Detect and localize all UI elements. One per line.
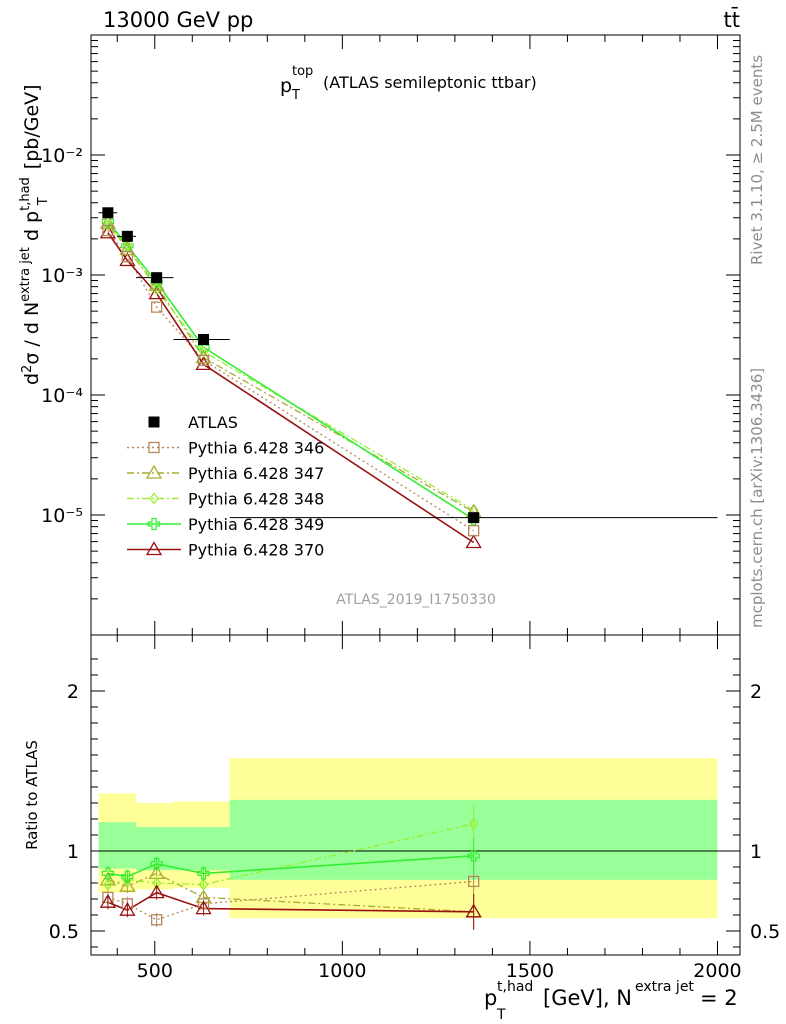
x-tick-label: 1000 (318, 960, 366, 982)
x-axis-label-sup2: extra jet (635, 979, 694, 995)
point-p346 (197, 354, 210, 366)
ratio-band-inner (117, 822, 137, 869)
point-p370 (148, 285, 165, 300)
point-p370 (195, 356, 212, 371)
ratio-y-tick-label-right: 2 (750, 681, 762, 703)
point-p348 (151, 283, 162, 296)
ratio-point-p348 (468, 817, 479, 830)
x-axis-label-sub: T (496, 1007, 506, 1023)
ratio-y-tick-label-left: 2 (67, 681, 79, 703)
ratio-point-p348 (198, 878, 209, 891)
point-atlas (102, 207, 114, 219)
point-p347 (99, 214, 117, 229)
point-p348 (198, 345, 209, 358)
point-p370 (99, 224, 117, 239)
x-axis-label-tail: = 2 (700, 986, 738, 1010)
mcplots-label: mcplots.cern.ch [arXiv:1306.3436] (748, 368, 766, 628)
series-line-p346 (107, 230, 474, 532)
x-axis-label-unit: [GeV], N (543, 986, 632, 1010)
point-atlas (121, 230, 133, 242)
main-title-sub: T (291, 88, 300, 103)
point-atlas (468, 512, 480, 524)
ratio-band-inner (136, 827, 174, 871)
legend-label-p349: Pythia 6.428 349 (188, 515, 324, 534)
point-p347 (148, 277, 165, 291)
legend-marker-p346 (148, 441, 160, 454)
legend-marker-atlas (148, 416, 160, 428)
point-p348 (122, 239, 133, 252)
ratio-panel: 0.5 0.5 1 1 2 2 500 1000 1500 2000 Ratio to ATLAS… (23, 634, 780, 1023)
analysis-id: ATLAS_2019_I1750330 (336, 592, 496, 608)
ratio-ticks: 0.5 0.5 1 1 2 2 500 1000 1500 2000 (49, 635, 780, 982)
point-p346 (151, 301, 163, 313)
legend-marker-p348 (149, 492, 159, 505)
ratio-point-p370 (99, 893, 117, 908)
ratio-line-p347 (107, 872, 474, 913)
ratio-point-p370 (148, 884, 165, 899)
legend: ATLAS Pythia 6.428 346 Pythia 6.428 347 Pyt… (127, 413, 324, 560)
main-ticks: 10⁻⁵ 10⁻⁴ 10⁻³ 10⁻² (41, 34, 740, 636)
ratio-point-p347 (119, 877, 136, 892)
main-marks (98, 207, 718, 549)
legend-marker-p347 (145, 464, 163, 479)
point-p370 (465, 534, 482, 549)
ratio-point-p349 (101, 867, 114, 880)
main-panel: 10⁻⁵ 10⁻⁴ 10⁻³ 10⁻² p top T (ATLAS semilept… (18, 34, 741, 636)
legend-label-atlas: ATLAS (188, 413, 238, 432)
ratio-frame (90, 634, 741, 956)
legend-label-p370: Pythia 6.428 370 (188, 541, 324, 560)
point-p346 (102, 224, 114, 237)
ratio-point-p348 (103, 878, 113, 891)
legend-label-p346: Pythia 6.428 346 (188, 439, 324, 458)
rivet-version-label: Rivet 3.1.10, ≥ 2.5M events (748, 55, 766, 265)
ratio-point-p370 (195, 900, 212, 915)
legend-label-p348: Pythia 6.428 348 (188, 490, 324, 509)
ratio-point-p349 (467, 849, 480, 862)
main-title: p (280, 75, 292, 97)
ratio-band-inner (173, 827, 230, 871)
main-y-tick-label: 10⁻³ (41, 265, 83, 287)
main-y-tick-label: 10⁻² (41, 145, 83, 167)
ratio-y-tick-label-left: 0.5 (49, 921, 79, 943)
energy-label: 13000 GeV pp (103, 8, 253, 32)
ratio-point-p349 (150, 857, 163, 870)
point-atlas (151, 272, 163, 284)
point-atlas (198, 334, 210, 346)
legend-marker-p349 (147, 517, 161, 531)
ratio-y-tick-label-right: 0.5 (750, 921, 780, 943)
legend-marker-p370 (145, 541, 163, 556)
x-axis-label-sup: t,had (497, 979, 533, 995)
ratio-point-p346 (151, 914, 163, 926)
ratio-y-tick-label-left: 1 (67, 841, 79, 863)
point-p370 (119, 252, 136, 267)
x-tick-label: 2000 (693, 960, 741, 982)
process-label: tt̄ (724, 7, 740, 32)
series-line-p348 (107, 224, 474, 511)
ratio-marks (99, 805, 482, 930)
point-p347 (195, 349, 212, 364)
ratio-point-p370 (465, 903, 482, 918)
ratio-band-inner (98, 822, 118, 869)
main-title-rest: (ATLAS semileptonic ttbar) (323, 73, 537, 92)
ratio-ylabel: Ratio to ATLAS (23, 740, 41, 850)
point-p347 (119, 241, 136, 256)
main-ylabel: d2σ / d Nextra jet d pt,had T [pb/GeV] (18, 84, 51, 385)
ratio-point-p346 (467, 875, 480, 888)
point-p348 (103, 219, 113, 232)
legend-label-p347: Pythia 6.428 347 (188, 464, 324, 483)
ratio-point-p349 (197, 867, 210, 880)
main-y-tick-label: 10⁻⁵ (41, 505, 83, 527)
x-tick-label: 500 (137, 960, 173, 982)
ratio-point-p349 (121, 870, 134, 883)
main-title-sup: top (292, 64, 313, 79)
x-axis-label: p (484, 986, 497, 1010)
ratio-bands (91, 758, 740, 919)
point-p346 (467, 525, 480, 537)
main-y-tick-label: 10⁻⁴ (41, 385, 83, 407)
ratio-point-p370 (119, 901, 136, 916)
x-tick-label: 1500 (506, 960, 554, 982)
ratio-y-tick-label-right: 1 (750, 841, 762, 863)
point-p346 (121, 251, 134, 263)
